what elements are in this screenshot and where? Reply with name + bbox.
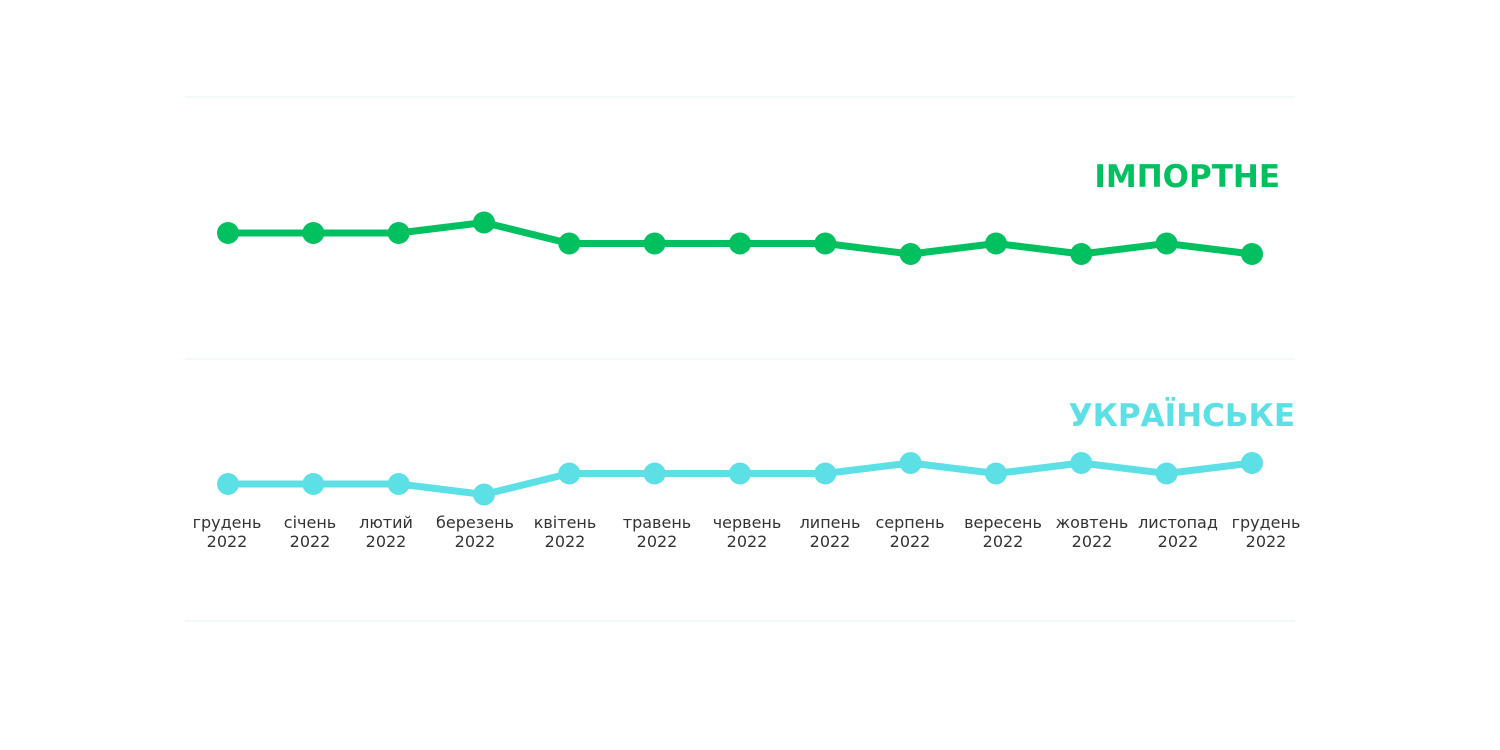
tick-year: 2022 (810, 532, 851, 551)
tick-year: 2022 (366, 532, 407, 551)
data-point-2-8 (814, 462, 837, 485)
data-point-1-13 (1241, 243, 1263, 265)
data-point-2-13 (1241, 452, 1263, 474)
data-point-1-11 (1070, 243, 1093, 265)
data-point-2-5 (558, 462, 581, 485)
data-point-1-6 (643, 232, 666, 255)
x-tick-label-5: квітень 2022 (534, 513, 597, 551)
tick-month: травень (623, 513, 691, 532)
data-point-2-7 (729, 462, 751, 485)
tick-year: 2022 (290, 532, 331, 551)
tick-year: 2022 (727, 532, 768, 551)
tick-year: 2022 (207, 532, 248, 551)
tick-year: 2022 (1158, 532, 1199, 551)
x-tick-label-1: грудень 2022 (193, 513, 262, 551)
data-point-1-1 (217, 222, 239, 244)
data-point-2-10 (985, 462, 1007, 485)
tick-month: грудень (1232, 513, 1301, 532)
tick-year: 2022 (545, 532, 586, 551)
tick-month: жовтень (1056, 513, 1129, 532)
series-importne (217, 211, 1263, 265)
x-tick-label-9: серпень 2022 (876, 513, 945, 551)
data-point-2-11 (1070, 452, 1093, 474)
x-tick-label-11: жовтень 2022 (1056, 513, 1129, 551)
tick-year: 2022 (890, 532, 931, 551)
data-point-1-12 (1155, 232, 1178, 255)
tick-month: січень (284, 513, 336, 532)
data-point-1-3 (387, 222, 410, 244)
data-point-1-5 (558, 232, 581, 255)
tick-year: 2022 (1246, 532, 1287, 551)
x-tick-label-10: вересень 2022 (964, 513, 1042, 551)
tick-year: 2022 (637, 532, 678, 551)
data-point-1-7 (729, 232, 751, 255)
tick-month: липень (800, 513, 861, 532)
data-point-1-9 (899, 243, 922, 265)
data-point-2-9 (899, 452, 922, 474)
x-tick-label-3: лютий 2022 (359, 513, 413, 551)
tick-month: грудень (193, 513, 262, 532)
x-tick-label-7: червень 2022 (713, 513, 782, 551)
x-tick-label-13: грудень 2022 (1232, 513, 1301, 551)
x-tick-label-12: листопад 2022 (1138, 513, 1218, 551)
data-point-2-4 (473, 483, 495, 506)
data-point-2-6 (643, 462, 666, 485)
data-point-1-10 (985, 232, 1007, 255)
data-point-2-2 (302, 473, 325, 495)
data-point-1-8 (814, 232, 837, 255)
tick-year: 2022 (1072, 532, 1113, 551)
x-tick-label-2: січень 2022 (284, 513, 336, 551)
x-tick-label-8: липень 2022 (800, 513, 861, 551)
tick-year: 2022 (983, 532, 1024, 551)
data-point-1-4 (473, 211, 495, 234)
x-tick-label-4: березень 2022 (436, 513, 514, 551)
gridlines (185, 96, 1295, 622)
x-tick-label-6: травень 2022 (623, 513, 691, 551)
data-point-1-2 (302, 222, 325, 244)
tick-month: березень (436, 513, 514, 532)
series-ukrainske (217, 452, 1263, 506)
tick-year: 2022 (455, 532, 496, 551)
series-label-importne: ІМПОРТНЕ (1094, 159, 1280, 195)
data-point-2-1 (217, 473, 239, 495)
tick-month: червень (713, 513, 782, 532)
tick-month: лютий (359, 513, 413, 532)
series-label-ukrainske: УКРАЇНСЬКЕ (1069, 398, 1295, 434)
data-point-2-3 (387, 473, 410, 495)
data-point-2-12 (1155, 462, 1178, 485)
tick-month: листопад (1138, 513, 1218, 532)
tick-month: квітень (534, 513, 597, 532)
tick-month: вересень (964, 513, 1042, 532)
tick-month: серпень (876, 513, 945, 532)
